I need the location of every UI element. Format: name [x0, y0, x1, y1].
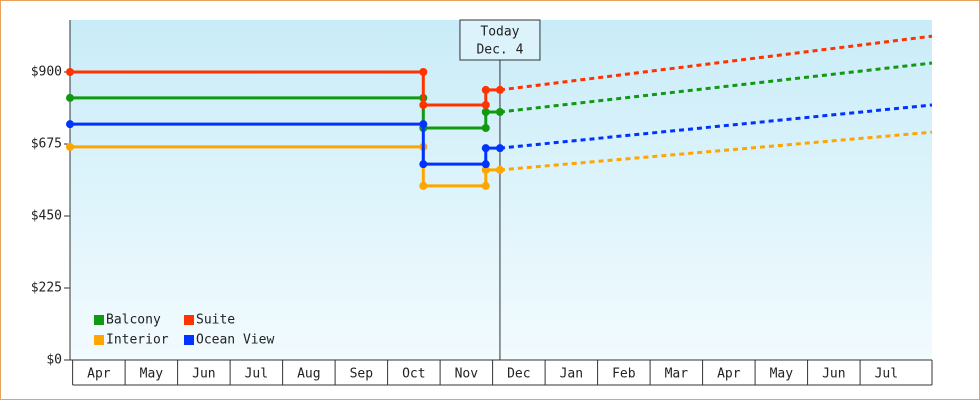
x-tick-label: Apr	[87, 367, 111, 382]
plot-area	[70, 20, 932, 360]
today-label: Today	[480, 25, 519, 40]
price-point	[481, 108, 490, 116]
price-point	[481, 165, 490, 174]
y-tick-label: $675	[31, 137, 62, 152]
x-tick-label: Jul	[245, 367, 268, 382]
price-point	[419, 181, 428, 190]
x-tick-label: Mar	[665, 367, 689, 382]
price-point	[495, 108, 504, 116]
price-point	[495, 144, 504, 153]
price-point	[481, 160, 490, 169]
x-tick-label: Jun	[192, 367, 215, 382]
price-point	[419, 120, 428, 129]
price-point	[481, 85, 490, 94]
x-tick-label: Dec	[507, 367, 530, 382]
price-point	[419, 100, 428, 109]
y-tick-label: $450	[31, 209, 62, 224]
price-point	[481, 144, 490, 153]
price-point	[66, 93, 74, 102]
price-point	[66, 68, 74, 76]
x-tick-label: Aug	[297, 367, 320, 382]
y-tick-label: $225	[31, 281, 62, 296]
x-tick-label: Jul	[875, 367, 898, 382]
x-tick-label: Jan	[560, 367, 583, 382]
legend-swatch	[94, 335, 104, 345]
price-point	[495, 85, 504, 94]
price-point	[66, 142, 74, 151]
x-tick-label: Nov	[455, 367, 479, 382]
legend-label: Interior	[106, 333, 169, 348]
forecast-line	[499, 130, 933, 172]
price-point	[481, 100, 490, 109]
legend-swatch	[184, 315, 194, 325]
forecast-line	[499, 61, 933, 114]
price-point	[419, 160, 428, 169]
price-point	[481, 181, 490, 190]
forecast-line	[499, 34, 933, 92]
today-box	[459, 19, 541, 61]
x-tick-label: Feb	[612, 367, 636, 382]
forecast-line	[499, 103, 933, 150]
legend-label: Ocean View	[196, 333, 274, 348]
x-tick-label: Apr	[717, 367, 741, 382]
price-point	[481, 124, 490, 132]
price-point	[419, 68, 428, 76]
x-tick-label: Oct	[402, 367, 425, 382]
today-label: Dec. 4	[476, 43, 523, 58]
legend-label: Balcony	[106, 313, 161, 328]
y-tick-label: $900	[31, 65, 62, 80]
price-point	[495, 165, 504, 174]
y-tick-label: $0	[46, 353, 62, 368]
x-tick-label: May	[140, 367, 164, 382]
legend-label: Suite	[196, 313, 235, 328]
price-point	[66, 120, 74, 129]
x-tick-label: Sep	[350, 367, 374, 382]
legend-swatch	[184, 335, 194, 345]
x-tick-label: Jun	[822, 367, 845, 382]
legend-swatch	[94, 315, 104, 325]
x-tick-label: May	[770, 367, 794, 382]
